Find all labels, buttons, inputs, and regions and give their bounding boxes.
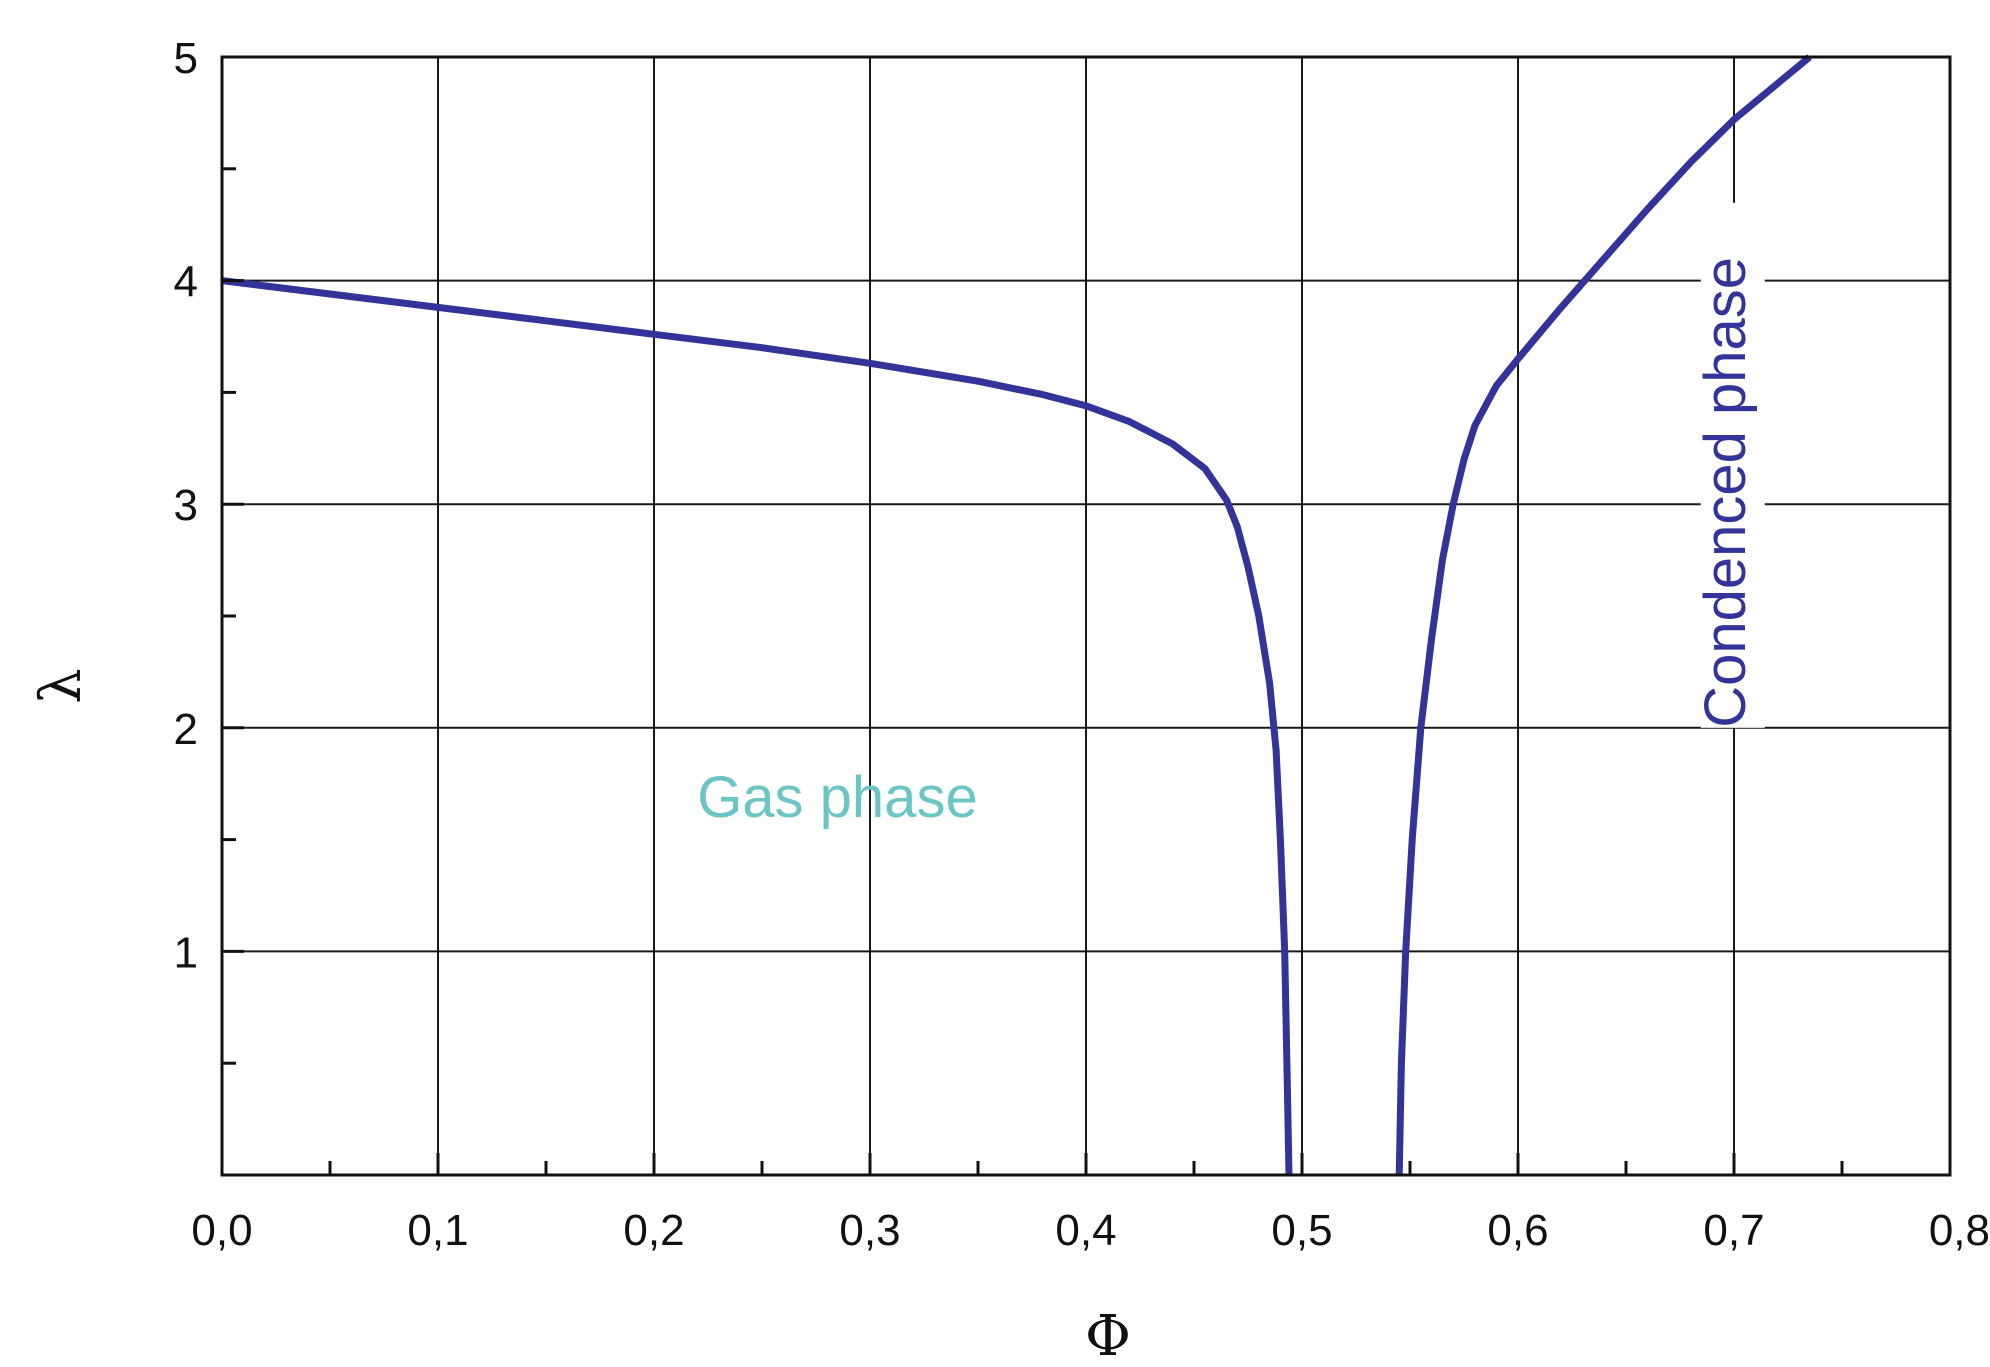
phase-curve-2 <box>1395 54 1812 1176</box>
condensed-phase-label: Condenced phase <box>1693 257 1758 728</box>
y-axis-title: λ <box>29 668 94 704</box>
x-tick-label: 0,3 <box>839 1206 900 1255</box>
y-tick-label: 1 <box>174 928 198 977</box>
annotation-background <box>1700 202 1765 728</box>
y-tick-label: 4 <box>174 258 198 307</box>
x-tick-label: 0,2 <box>623 1206 684 1255</box>
tick-labels: 0,0 0,1 0,2 0,3 0,4 0,5 0,6 0,7 0,8 1 2 3 4 5 <box>174 34 1990 1255</box>
phase-curve-1 <box>221 277 1293 1176</box>
x-tick-label: 0,7 <box>1703 1206 1764 1255</box>
y-tick-label: 2 <box>174 705 198 754</box>
x-tick-label: 0,1 <box>407 1206 468 1255</box>
annotations: Gas phase Condenced phase <box>697 202 1765 830</box>
x-tick-label: 0,5 <box>1271 1206 1332 1255</box>
y-tick-label: 3 <box>174 481 198 530</box>
y-tick-label: 5 <box>174 34 198 83</box>
x-axis-title: Φ <box>1085 1304 1131 1367</box>
gas-phase-label: Gas phase <box>697 765 978 830</box>
x-tick-label: 0,0 <box>191 1206 252 1255</box>
grid-lines <box>222 57 1950 1175</box>
x-tick-label: 0,8 <box>1929 1206 1990 1255</box>
x-tick-label: 0,6 <box>1487 1206 1548 1255</box>
axis-ticks <box>220 55 1952 1175</box>
x-tick-label: 0,4 <box>1055 1206 1116 1255</box>
phase-boundary-curves <box>221 54 1812 1176</box>
